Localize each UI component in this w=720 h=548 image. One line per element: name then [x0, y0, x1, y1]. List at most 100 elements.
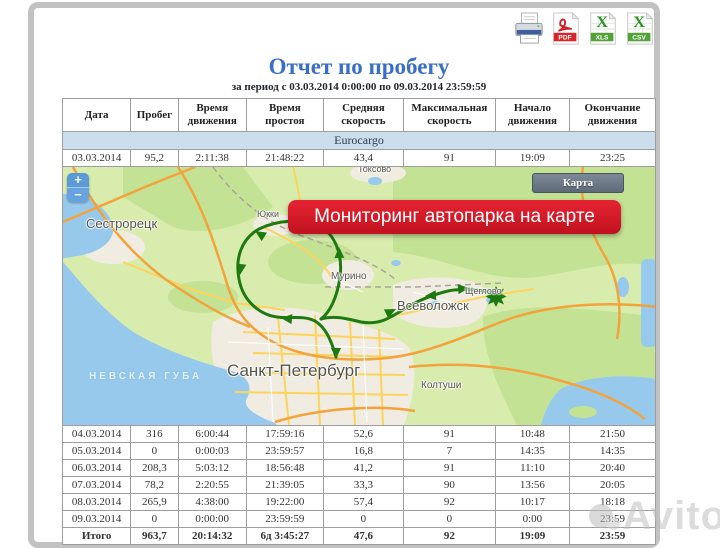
svg-text:X: X	[633, 14, 645, 31]
cell: 963,7	[131, 528, 178, 545]
cell: 23:59:59	[246, 511, 323, 528]
zoom-out-button[interactable]: −	[67, 188, 89, 202]
svg-text:CSV: CSV	[632, 34, 646, 41]
table-row: 03.03.2014 95,2 2:11:38 21:48:22 43,4 91…	[63, 150, 656, 167]
cell: 16,8	[323, 443, 403, 460]
cell: 23:59	[569, 511, 655, 528]
cell: 91	[403, 460, 495, 477]
col-date: Дата	[63, 99, 131, 132]
map-label-spb: Санкт-Петербург	[227, 361, 360, 381]
map-label-toksovo: Токсово	[358, 167, 391, 174]
col-mileage: Пробег	[131, 99, 178, 132]
cell: 18:18	[569, 494, 655, 511]
map-label-sestroretsk: Сестрорецк	[86, 216, 157, 231]
zoom-in-button[interactable]: +	[67, 173, 89, 188]
cell: 09.03.2014	[63, 511, 131, 528]
cell: 78,2	[131, 477, 178, 494]
cell: 92	[403, 528, 495, 545]
cell: 2:20:55	[178, 477, 246, 494]
cell: 5:03:12	[178, 460, 246, 477]
cell: 10:48	[495, 426, 569, 443]
col-avg-speed: Средняя скорость	[323, 99, 403, 132]
cell: 21:39:05	[246, 477, 323, 494]
report-window: PDF X XLS X	[28, 2, 660, 548]
cell: 19:09	[495, 150, 569, 167]
cell: 08.03.2014	[63, 494, 131, 511]
map-label-murino: Мурино	[331, 271, 367, 282]
cell: 47,6	[323, 528, 403, 545]
cell: 03.03.2014	[63, 150, 131, 167]
cell: 0	[131, 443, 178, 460]
cell: 23:25	[569, 150, 655, 167]
export-xls-icon[interactable]: X XLS	[587, 12, 619, 46]
cell: 07.03.2014	[63, 477, 131, 494]
cell: 0	[323, 511, 403, 528]
cell: 23:59	[569, 528, 655, 545]
cell: 20:05	[569, 477, 655, 494]
map-label-yukki: Юкки	[257, 209, 279, 219]
map-layer-button[interactable]: Карта	[532, 173, 624, 193]
cell: 20:40	[569, 460, 655, 477]
cell: 19:09	[495, 528, 569, 545]
cell: 05.03.2014	[63, 443, 131, 460]
cell: 0:00:00	[178, 511, 246, 528]
cell: 10:17	[495, 494, 569, 511]
cell: 21:48:22	[246, 150, 323, 167]
cell: 208,3	[131, 460, 178, 477]
svg-text:PDF: PDF	[558, 34, 571, 41]
cell: 4:38:00	[178, 494, 246, 511]
page-title: Отчет по пробегу	[62, 54, 656, 79]
cell: 7	[403, 443, 495, 460]
cell: 95,2	[131, 150, 178, 167]
cell: 91	[403, 150, 495, 167]
cell: 0	[403, 511, 495, 528]
cell: 14:35	[569, 443, 655, 460]
cell: 90	[403, 477, 495, 494]
report-sheet: PDF X XLS X	[62, 8, 656, 545]
cell: 14:35	[495, 443, 569, 460]
cell: 41,2	[323, 460, 403, 477]
cell: 92	[403, 494, 495, 511]
cell: 52,6	[323, 426, 403, 443]
map-label-nevskaya-guba: НЕВСКАЯ ГУБА	[89, 371, 202, 382]
cell: 04.03.2014	[63, 426, 131, 443]
col-max-speed: Максимальная скорость	[403, 99, 495, 132]
table-header-row: Дата Пробег Время движения Время простоя…	[63, 99, 656, 132]
map-zoom-control: + −	[67, 173, 89, 202]
cell: 57,4	[323, 494, 403, 511]
cell: 11:10	[495, 460, 569, 477]
cell: 19:22:00	[246, 494, 323, 511]
cell: 6:00:44	[178, 426, 246, 443]
cell: 91	[403, 426, 495, 443]
map-label-scheglovo: Щеглово	[465, 286, 502, 296]
cell: 316	[131, 426, 178, 443]
col-start: Начало движения	[495, 99, 569, 132]
export-pdf-icon[interactable]: PDF	[550, 12, 582, 46]
cell: 23:59:57	[246, 443, 323, 460]
cell: 6д 3:45:27	[246, 528, 323, 545]
vehicle-name: Eurocargo	[63, 132, 656, 150]
svg-text:X: X	[596, 14, 608, 31]
cell: 17:59:16	[246, 426, 323, 443]
col-idle-time: Время простоя	[246, 99, 323, 132]
svg-text:XLS: XLS	[596, 34, 609, 41]
export-csv-icon[interactable]: X CSV	[624, 12, 656, 46]
cell: 0:00	[495, 511, 569, 528]
cell: 13:56	[495, 477, 569, 494]
cell: 20:14:32	[178, 528, 246, 545]
cell: 18:56:48	[246, 460, 323, 477]
cell: 21:50	[569, 426, 655, 443]
col-end: Окончание движения	[569, 99, 655, 132]
cell: 2:11:38	[178, 150, 246, 167]
map-canvas[interactable]: + − Карта Мониторинг автопарка на карте …	[62, 167, 656, 425]
cell: 0	[131, 511, 178, 528]
print-icon[interactable]	[513, 12, 545, 46]
